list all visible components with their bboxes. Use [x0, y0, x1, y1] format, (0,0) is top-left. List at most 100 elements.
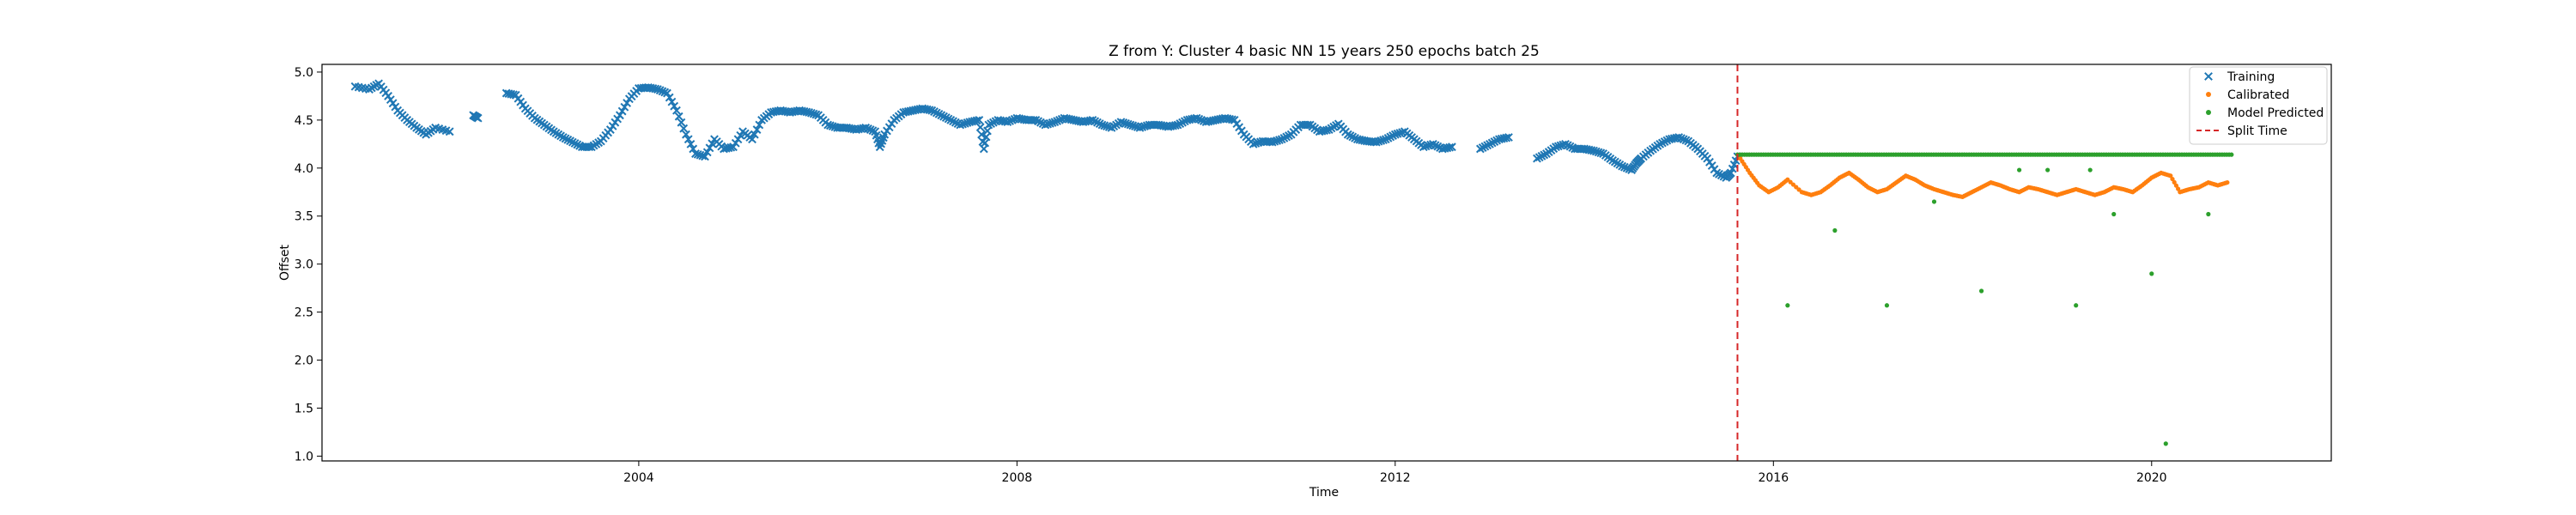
x-marker-stroke [1131, 122, 1139, 131]
x-marker-stroke [1619, 162, 1629, 172]
training-point [1045, 118, 1054, 128]
training-point [693, 149, 702, 159]
training-point [828, 122, 837, 131]
chart-title: Z from Y: Cluster 4 basic NN 15 years 25… [1109, 43, 1540, 60]
x-marker-stroke [1055, 115, 1064, 124]
training-point [1053, 117, 1062, 125]
model-predicted-point [2206, 211, 2211, 217]
training-point [1135, 123, 1145, 132]
x-marker-stroke [670, 101, 679, 111]
x-tick-label: 2004 [623, 471, 654, 485]
training-point [1043, 119, 1053, 129]
legend-item: Split Time [2196, 124, 2287, 138]
model-predicted-point [2149, 271, 2154, 276]
training-point [1390, 130, 1400, 139]
x-marker-stroke [1043, 119, 1053, 129]
x-marker-stroke [1594, 148, 1603, 157]
x-marker-stroke [811, 110, 821, 119]
x-marker-stroke [748, 135, 756, 144]
training-point [748, 135, 756, 144]
legend-marker-dot [2206, 92, 2211, 97]
x-marker-stroke [1100, 121, 1109, 130]
axes-frame [321, 64, 2332, 462]
x-marker-stroke [1236, 126, 1246, 136]
training-point [1123, 119, 1133, 129]
training-point [1589, 146, 1598, 155]
training-point [665, 93, 674, 102]
training-point [1679, 135, 1688, 144]
model-predicted-point [1884, 303, 1890, 308]
x-marker-stroke [975, 123, 985, 132]
training-point [691, 149, 700, 158]
training-point [1170, 121, 1180, 130]
x-marker-stroke [653, 85, 662, 94]
x-marker-stroke [1227, 115, 1236, 124]
x-marker-stroke [752, 125, 762, 134]
x-marker-stroke [1267, 137, 1277, 147]
x-marker-stroke [1502, 133, 1511, 142]
model-predicted-point [1832, 227, 1838, 233]
x-marker-stroke [1192, 113, 1201, 123]
x-marker-stroke [696, 150, 705, 160]
x-marker-stroke [384, 92, 392, 100]
training-point [1126, 120, 1135, 130]
y-axis-label: Offset [278, 244, 292, 281]
training-point [1119, 118, 1128, 127]
x-marker-stroke [679, 124, 689, 133]
x-marker-stroke [806, 108, 816, 118]
training-point [653, 85, 662, 94]
x-marker-stroke [683, 135, 693, 144]
x-marker-stroke [1232, 119, 1242, 128]
training-point [696, 150, 705, 160]
x-marker-stroke [354, 82, 363, 92]
x-marker-stroke [1053, 117, 1062, 125]
x-marker-stroke [1504, 133, 1513, 142]
training-point [1197, 115, 1206, 124]
training-point [1254, 138, 1263, 148]
x-marker-stroke [981, 138, 990, 148]
training-point [1681, 136, 1691, 145]
x-marker-stroke [655, 86, 665, 95]
training-point [705, 143, 714, 153]
x-marker-stroke [1552, 142, 1560, 152]
x-marker-stroke [1029, 115, 1038, 124]
legend-item: Training [2204, 70, 2275, 84]
x-marker-stroke [388, 99, 398, 108]
x-marker-stroke [691, 149, 700, 158]
x-marker-stroke [731, 138, 740, 148]
training-point [750, 130, 759, 139]
x-marker-stroke [1048, 118, 1057, 127]
x-marker-stroke [434, 124, 444, 133]
training-point [651, 84, 660, 94]
x-marker-stroke [805, 108, 814, 117]
plot-area [350, 64, 2234, 461]
calibrated-series [1738, 156, 2230, 199]
x-marker-stroke [1445, 142, 1455, 152]
training-point [960, 118, 969, 128]
x-marker-stroke [1587, 146, 1596, 155]
x-marker-stroke [702, 148, 712, 157]
x-marker-stroke [660, 88, 670, 97]
training-point [806, 108, 816, 118]
training-point [861, 123, 871, 132]
training-point [672, 106, 681, 115]
x-marker-stroke [1421, 142, 1431, 151]
training-point [1596, 148, 1606, 158]
training-point [1552, 142, 1560, 152]
training-point [1591, 147, 1601, 156]
training-point [1273, 136, 1282, 145]
model-predicted-point [1931, 199, 1937, 204]
y-tick-label: 5.0 [295, 66, 313, 80]
model-predicted-point [2045, 167, 2050, 173]
training-point [1677, 134, 1686, 143]
training-point [620, 102, 629, 112]
calibrated-point [2173, 183, 2179, 188]
x-marker-stroke [866, 125, 875, 134]
x-marker-stroke [1249, 139, 1258, 148]
x-marker-stroke [1119, 118, 1128, 127]
training-point [585, 142, 593, 152]
training-point [1424, 141, 1433, 150]
x-marker-stroke [983, 126, 992, 136]
training-point [683, 135, 693, 144]
x-marker-stroke [473, 113, 483, 123]
